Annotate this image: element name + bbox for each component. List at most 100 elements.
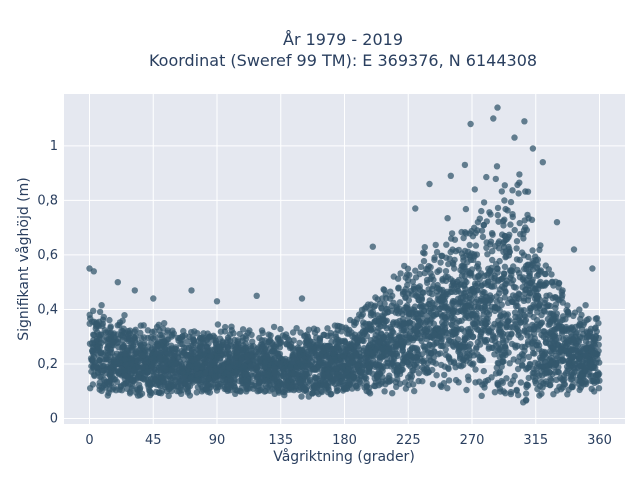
data-point xyxy=(411,329,419,336)
data-point xyxy=(545,321,552,328)
data-point xyxy=(528,216,536,223)
data-point xyxy=(394,275,402,282)
data-point xyxy=(463,353,470,360)
data-point xyxy=(163,388,171,395)
data-point xyxy=(582,302,589,309)
data-point xyxy=(478,392,485,399)
data-point xyxy=(409,337,417,344)
data-point xyxy=(265,331,272,338)
data-point xyxy=(306,353,313,361)
data-point xyxy=(494,204,502,212)
data-point xyxy=(351,321,358,329)
data-point xyxy=(492,175,499,183)
outlier-point xyxy=(131,287,138,294)
data-point xyxy=(334,387,341,394)
data-point xyxy=(111,358,118,365)
data-point xyxy=(323,353,330,360)
data-point xyxy=(481,317,488,324)
data-point xyxy=(362,303,370,311)
data-point xyxy=(345,379,352,386)
data-point xyxy=(372,332,379,339)
data-point xyxy=(258,343,266,350)
data-point xyxy=(513,245,520,252)
data-point xyxy=(488,264,495,272)
data-point xyxy=(262,382,270,389)
data-point xyxy=(231,336,238,344)
data-point xyxy=(502,288,509,295)
data-point xyxy=(465,329,472,336)
data-point xyxy=(509,292,517,299)
data-point xyxy=(148,390,155,397)
data-point xyxy=(480,367,487,375)
data-point xyxy=(491,351,498,358)
data-point xyxy=(122,356,129,363)
data-point xyxy=(120,325,127,332)
data-point xyxy=(253,348,260,355)
data-point xyxy=(217,346,224,353)
data-point xyxy=(471,253,478,260)
outlier-point xyxy=(539,159,546,166)
data-point xyxy=(290,337,297,344)
data-point xyxy=(111,367,119,374)
data-point xyxy=(161,320,168,327)
data-point xyxy=(373,373,381,380)
data-point xyxy=(434,268,441,276)
outlier-point xyxy=(447,172,454,179)
data-point xyxy=(574,337,582,344)
data-point xyxy=(224,347,231,354)
outlier-point xyxy=(412,205,419,212)
data-point xyxy=(474,305,482,312)
data-point xyxy=(498,188,505,195)
data-point xyxy=(427,264,434,271)
data-point xyxy=(591,388,598,395)
data-point xyxy=(354,343,362,350)
data-point xyxy=(431,256,438,263)
data-point xyxy=(513,238,521,245)
data-point xyxy=(283,340,290,347)
data-point xyxy=(534,385,541,393)
data-point xyxy=(96,308,104,316)
data-point xyxy=(421,244,428,251)
data-point xyxy=(408,291,416,298)
data-point xyxy=(464,259,471,266)
data-point xyxy=(440,380,448,387)
data-point xyxy=(443,329,451,337)
data-point xyxy=(108,336,115,343)
data-point xyxy=(456,355,464,362)
data-point xyxy=(310,366,318,373)
data-point xyxy=(329,350,337,357)
data-point xyxy=(538,319,546,326)
data-point xyxy=(548,377,555,384)
data-point xyxy=(525,253,532,261)
data-point xyxy=(576,378,583,385)
data-point xyxy=(139,364,146,371)
data-point xyxy=(543,280,550,287)
data-point xyxy=(392,336,400,343)
data-point xyxy=(115,339,122,346)
data-point xyxy=(87,385,94,392)
data-point xyxy=(499,240,507,247)
data-point xyxy=(144,327,152,334)
data-point xyxy=(477,282,485,290)
data-point xyxy=(474,219,482,226)
data-point xyxy=(511,226,518,234)
data-point xyxy=(448,230,456,237)
data-point xyxy=(372,382,379,390)
data-point xyxy=(501,294,508,301)
data-point xyxy=(445,377,453,384)
data-point xyxy=(544,303,551,310)
data-point xyxy=(523,265,530,273)
data-point xyxy=(505,349,512,356)
data-point xyxy=(576,372,583,379)
data-point xyxy=(427,317,434,324)
data-point xyxy=(507,274,514,281)
data-point xyxy=(516,171,523,178)
data-point xyxy=(396,299,404,306)
data-point xyxy=(568,375,576,383)
data-point xyxy=(545,329,553,336)
data-point xyxy=(156,381,163,389)
data-point xyxy=(495,290,503,297)
outlier-point xyxy=(570,246,578,253)
data-point xyxy=(324,373,332,380)
data-point xyxy=(477,330,485,337)
